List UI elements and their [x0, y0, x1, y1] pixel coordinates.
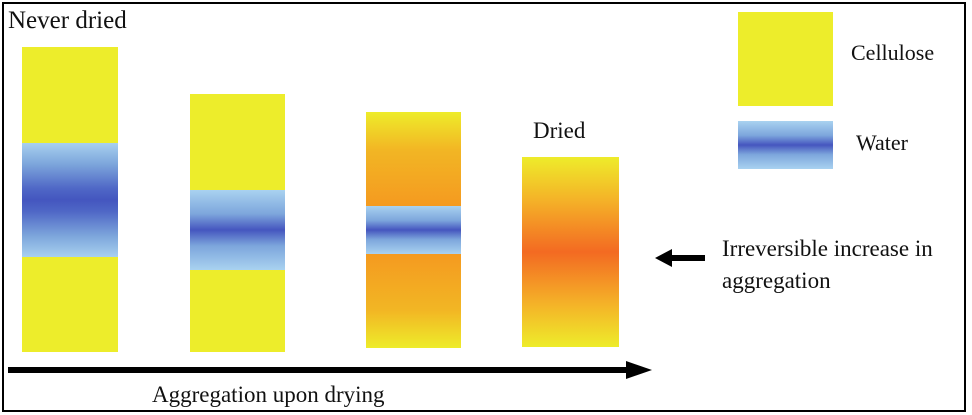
right-arrow-icon [8, 361, 652, 379]
cellulose-block-top [190, 94, 285, 190]
water-layer [366, 206, 461, 254]
legend-swatch-cellulose [738, 12, 833, 106]
never-dried-label: Never dried [8, 7, 127, 34]
irreversible-label-line2: aggregation [722, 268, 831, 293]
x-axis-label: Aggregation upon drying [152, 382, 385, 407]
fibril-dried [522, 157, 619, 347]
legend-label-water: Water [856, 130, 908, 155]
water-layer [190, 190, 285, 270]
cellulose-block-bottom [190, 270, 285, 352]
cellulose-block-bottom [22, 257, 118, 352]
water-layer [22, 143, 118, 257]
cellulose-block-top [22, 47, 118, 143]
irreversible-label-line1: Irreversible increase in [722, 236, 933, 261]
diagram-frame [2, 2, 966, 412]
left-arrow-icon [655, 249, 705, 267]
legend-swatch-water [738, 121, 833, 169]
cellulose-block-top [366, 112, 461, 206]
cellulose-block-bottom [366, 254, 461, 348]
legend-label-cellulose: Cellulose [851, 40, 935, 65]
dried-label: Dried [533, 118, 586, 143]
